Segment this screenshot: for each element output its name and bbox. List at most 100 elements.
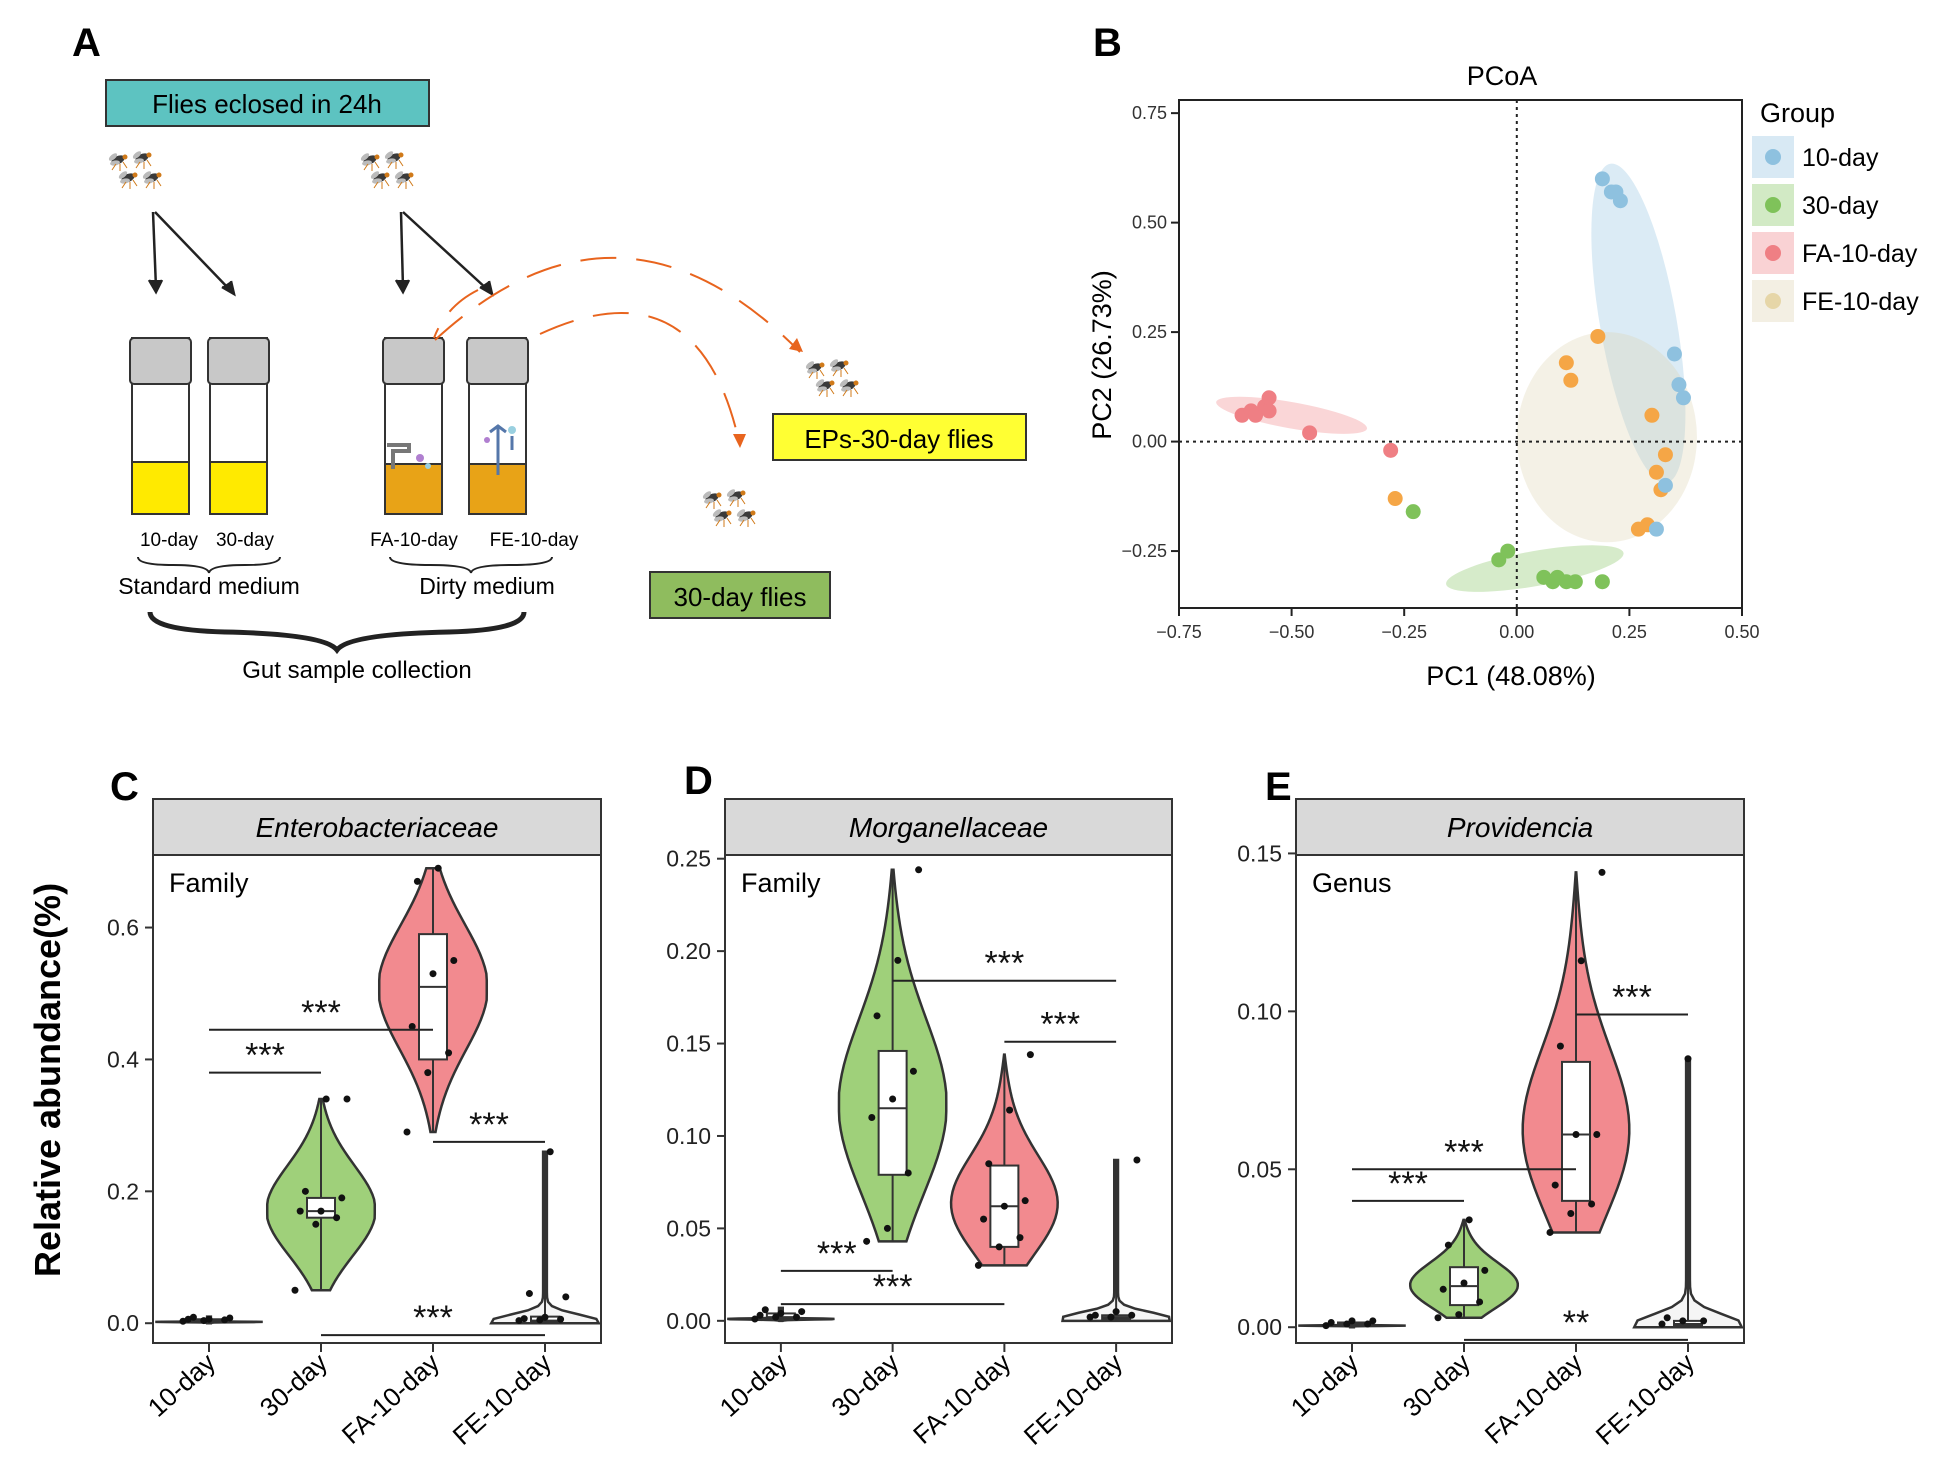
panel-letter-d: D bbox=[684, 759, 713, 803]
data-point-30-day bbox=[1465, 1216, 1473, 1224]
data-point-fa-10-day bbox=[1021, 1197, 1029, 1205]
data-point-30-day bbox=[1439, 1285, 1447, 1293]
eps-label-box bbox=[772, 413, 1027, 461]
data-point-fa-10-day bbox=[1593, 1131, 1601, 1139]
data-point-fe-10-day bbox=[1679, 1317, 1687, 1325]
point-fe-10-day bbox=[1387, 491, 1403, 507]
x-tick-label-fe-10-day: FE-10-day bbox=[1018, 1347, 1128, 1451]
brace-gut bbox=[147, 611, 527, 655]
plot-area bbox=[724, 854, 1173, 1344]
data-point-30-day bbox=[301, 1187, 309, 1195]
data-point-fa-10-day bbox=[413, 877, 421, 885]
data-point-fa-10-day bbox=[1588, 1200, 1596, 1208]
significance-label: *** bbox=[1612, 979, 1652, 1017]
y-tick-label: 0.00 bbox=[1132, 432, 1167, 452]
data-point-fa-10-day bbox=[1000, 1202, 1008, 1210]
data-point-10-day bbox=[777, 1309, 785, 1317]
plot-area bbox=[152, 854, 602, 1344]
x-tick-label: −0.25 bbox=[1381, 622, 1427, 642]
tube-fe-10-day bbox=[466, 337, 529, 515]
y-tick-label: 0.25 bbox=[1132, 322, 1167, 342]
significance-label: *** bbox=[301, 994, 341, 1032]
data-point-30-day bbox=[883, 1224, 891, 1232]
data-point-fa-10-day bbox=[1556, 1042, 1564, 1050]
y-tick-label: 0.4 bbox=[107, 1046, 139, 1072]
eps-label: EPs-30-day flies bbox=[804, 424, 993, 454]
data-point-fa-10-day bbox=[1572, 1131, 1580, 1139]
y-tick-label: 0.20 bbox=[666, 938, 711, 964]
point-10-day bbox=[1594, 171, 1610, 187]
y-tick-label: 0.50 bbox=[1132, 213, 1167, 233]
data-point-30-day bbox=[873, 1012, 881, 1020]
significance-label: *** bbox=[469, 1106, 509, 1144]
tube-10-day bbox=[129, 337, 192, 515]
x-tick-label-30-day: 30-day bbox=[254, 1347, 333, 1422]
strip bbox=[152, 798, 602, 856]
data-point-30-day bbox=[909, 1067, 917, 1075]
data-point-fe-10-day bbox=[520, 1315, 528, 1323]
point-fe-10-day bbox=[1558, 355, 1574, 371]
flies30-label-box bbox=[649, 571, 831, 619]
x-tick-label: 0.00 bbox=[1499, 622, 1534, 642]
significance-label: ** bbox=[1563, 1304, 1589, 1342]
data-point-10-day bbox=[756, 1311, 764, 1319]
y-tick-label: 0.6 bbox=[107, 915, 139, 941]
data-point-10-day bbox=[751, 1315, 759, 1323]
legend-dot-fe-10-day bbox=[1765, 293, 1781, 309]
data-point-fe-10-day bbox=[546, 1148, 554, 1156]
significance-label: *** bbox=[1040, 1006, 1080, 1044]
point-fe-10-day bbox=[1563, 372, 1579, 388]
point-30-day bbox=[1567, 574, 1583, 590]
point-fe-10-day bbox=[1648, 464, 1664, 480]
standard-medium-label: Standard medium bbox=[118, 573, 300, 599]
x-tick-label-10-day: 10-day bbox=[1285, 1347, 1364, 1422]
y-tick-label: 0.00 bbox=[1237, 1314, 1282, 1340]
point-10-day bbox=[1612, 193, 1628, 209]
data-point-fa-10-day bbox=[424, 1069, 432, 1077]
significance-label: *** bbox=[245, 1037, 285, 1075]
tube-label-10-day: 10-day bbox=[140, 530, 199, 551]
significance-label: *** bbox=[817, 1235, 857, 1273]
data-point-10-day bbox=[798, 1308, 806, 1316]
data-point-30-day bbox=[333, 1214, 341, 1222]
plot-area bbox=[1295, 854, 1745, 1344]
data-point-30-day bbox=[889, 1095, 897, 1103]
data-point-fa-10-day bbox=[995, 1243, 1003, 1251]
legend-label-30-day: 30-day bbox=[1802, 192, 1879, 220]
pcoa-layer: −0.75 −0.50 −0.25 0.00 0.25 0.50 −0.25 0.00 0.25… bbox=[1121, 100, 1760, 642]
y-tick-label: 0.0 bbox=[107, 1310, 139, 1336]
transfer-arrows bbox=[433, 257, 801, 447]
data-point-fe-10-day bbox=[1663, 1314, 1671, 1322]
gut-collection-label: Gut sample collection bbox=[242, 657, 471, 684]
data-point-fe-10-day bbox=[1684, 1055, 1692, 1063]
panel-letter-a: A bbox=[72, 21, 101, 65]
data-point-fa-10-day bbox=[980, 1215, 988, 1223]
data-point-fa-10-day bbox=[1026, 1051, 1034, 1059]
y-tick-label: 0.15 bbox=[666, 1031, 711, 1057]
eclosed-label: Flies eclosed in 24h bbox=[152, 89, 382, 119]
legend-dot-10-day bbox=[1765, 149, 1781, 165]
y-tick-label: 0.10 bbox=[666, 1123, 711, 1149]
data-point-fa-10-day bbox=[1598, 868, 1606, 876]
flies-icon-dirty bbox=[360, 150, 414, 189]
data-point-fe-10-day bbox=[1658, 1320, 1666, 1328]
significance-label: *** bbox=[1444, 1133, 1484, 1171]
brace-dirty bbox=[389, 556, 553, 574]
brace-standard bbox=[137, 556, 281, 574]
point-30-day bbox=[1405, 504, 1421, 520]
point-fa-10-day bbox=[1261, 403, 1277, 419]
data-point-fa-10-day bbox=[1006, 1106, 1014, 1114]
data-point-30-day bbox=[317, 1207, 325, 1215]
x-tick-label: 0.50 bbox=[1724, 622, 1759, 642]
data-point-10-day bbox=[792, 1313, 800, 1321]
data-point-fa-10-day bbox=[403, 1128, 411, 1136]
strip-title: Enterobacteriaceae bbox=[256, 812, 499, 843]
legend-label-10-day: 10-day bbox=[1802, 144, 1879, 172]
point-fe-10-day bbox=[1657, 447, 1673, 463]
dirty-medium-label: Dirty medium bbox=[419, 573, 554, 599]
data-point-10-day bbox=[1343, 1320, 1351, 1328]
point-10-day bbox=[1675, 390, 1691, 406]
data-point-fe-10-day bbox=[557, 1315, 565, 1323]
data-point-fe-10-day bbox=[525, 1290, 533, 1298]
